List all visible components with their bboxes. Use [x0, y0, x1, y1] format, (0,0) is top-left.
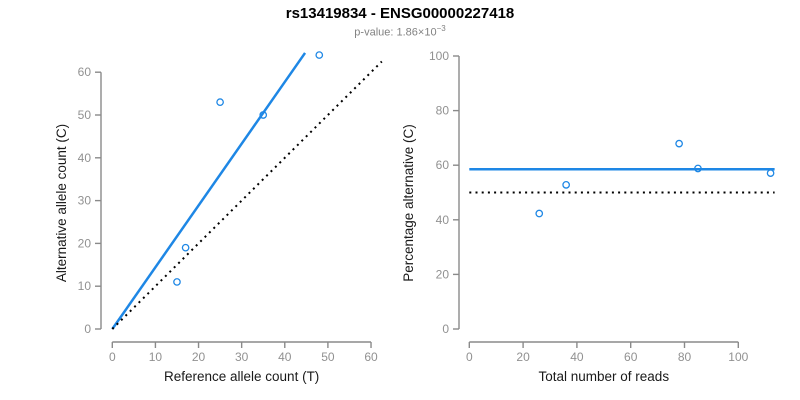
left-x-axis-title: Reference allele count (T) [164, 369, 319, 384]
right-y-axis-title: Percentage alternative (C) [401, 124, 416, 282]
left-data-point [216, 98, 224, 107]
right-x-tick-label: 60 [624, 350, 638, 364]
left-y-tick-label: 0 [84, 322, 91, 336]
left-data-point [181, 243, 190, 252]
left-regression-line [111, 52, 307, 330]
left-identity-line [111, 60, 383, 330]
left-data-point [259, 111, 268, 119]
figure-title: rs13419834 - ENSG00000227418 [285, 5, 515, 22]
right-data-point [535, 209, 544, 218]
right-data-point [562, 181, 570, 189]
left-data-point [173, 278, 181, 286]
left-x-tick-label: 0 [109, 350, 116, 364]
pvalue-exponent: −3 [436, 24, 446, 33]
right-x-tick-label: 20 [516, 350, 530, 364]
left-y-tick-label: 50 [78, 108, 92, 122]
left-x-tick-label: 30 [235, 350, 249, 364]
right-x-tick-label: 80 [678, 350, 692, 364]
left-x-tick-label: 20 [192, 350, 206, 364]
left-x-tick-label: 40 [278, 350, 292, 364]
right-x-tick-label: 0 [466, 350, 473, 364]
left-y-tick-label: 10 [78, 279, 92, 293]
left-y-tick-label: 30 [78, 194, 92, 208]
right-y-tick-label: 20 [436, 267, 450, 281]
left-x-tick-label: 60 [364, 350, 378, 364]
right-data-point [675, 139, 683, 148]
left-y-axis-title: Alternative allele count (C) [54, 124, 69, 282]
right-data-point [766, 169, 775, 177]
right-y-tick-label: 60 [436, 158, 450, 172]
left-y-tick-label: 20 [78, 236, 92, 250]
right-x-tick-label: 40 [570, 350, 584, 364]
right-x-axis-title: Total number of reads [539, 369, 670, 384]
figure-pvalue-subtitle: p-value: 1.86×10−3 [0, 24, 800, 39]
right-y-tick-label: 100 [429, 49, 449, 63]
right-data-point [694, 164, 702, 173]
left-x-tick-label: 10 [149, 350, 163, 364]
right-y-tick-label: 80 [436, 104, 450, 118]
left-x-tick-label: 50 [321, 350, 335, 364]
right-x-tick-label: 100 [728, 350, 748, 364]
right-y-tick-label: 0 [442, 322, 449, 336]
pvalue-text: p-value: 1.86×10 [354, 26, 437, 39]
left-y-tick-label: 60 [78, 65, 92, 79]
right-y-tick-label: 40 [436, 213, 450, 227]
left-y-tick-label: 40 [78, 151, 92, 165]
left-data-point [315, 51, 324, 59]
